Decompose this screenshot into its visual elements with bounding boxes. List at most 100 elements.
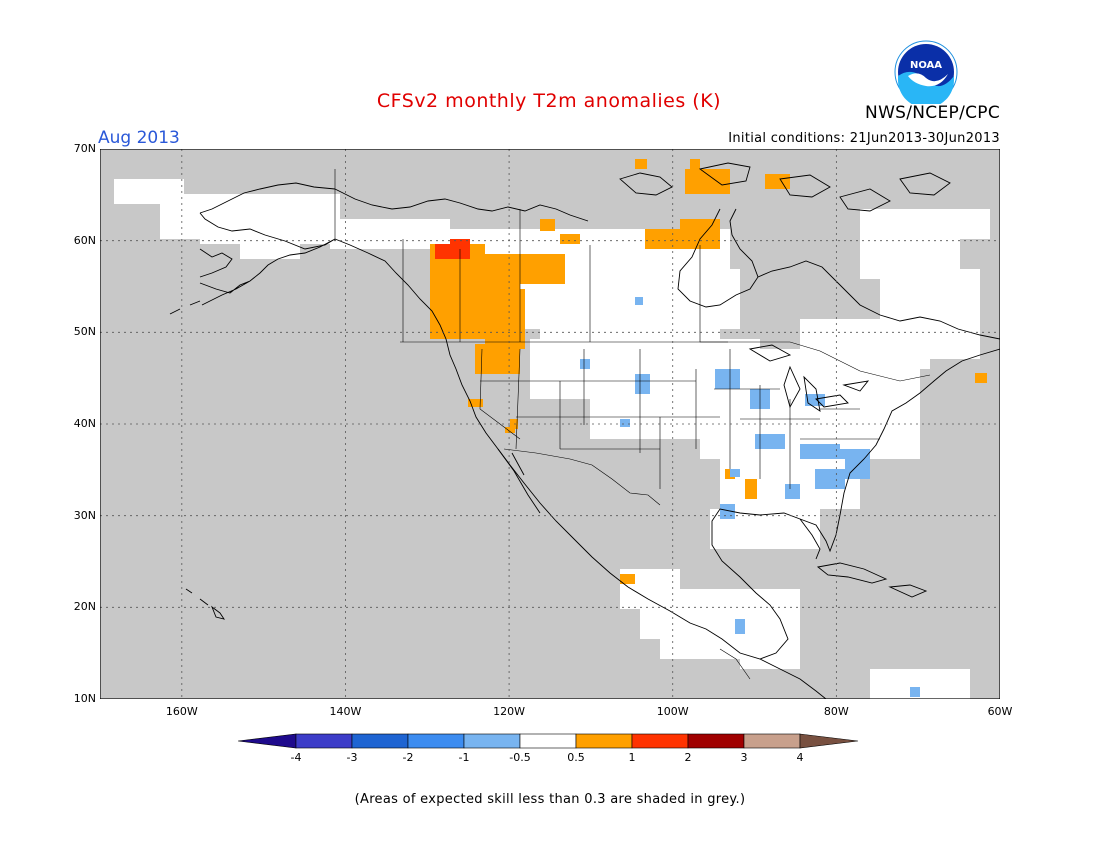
coast-florida [799, 518, 821, 560]
warm-anomaly-area [475, 344, 520, 374]
coast-cuba [816, 562, 888, 584]
latitude-label: 20N [73, 600, 96, 614]
coast-hudson-bay [677, 208, 759, 308]
cool-anomaly-area [730, 469, 740, 477]
colorbar-label: -4 [290, 751, 302, 764]
forecast-month: Aug 2013 [98, 128, 180, 148]
warm-anomaly-area [680, 219, 720, 249]
latitude-label: 60N [73, 233, 96, 247]
colorbar-segment [687, 733, 745, 749]
noaa-logo-icon: NOAA [894, 40, 958, 104]
coast-alaska [199, 212, 336, 306]
coast-labrador [757, 260, 1000, 340]
color-bar [238, 733, 859, 749]
warm-anomaly-area [745, 479, 757, 499]
warm-anomaly-area [560, 234, 580, 244]
cool-anomaly-area [910, 687, 920, 697]
skill-footnote: (Areas of expected skill less than 0.3 a… [354, 792, 746, 807]
warm-anomaly-area [620, 574, 635, 584]
cool-anomaly-area [580, 359, 590, 369]
coast-islands [619, 162, 951, 212]
border-us-mexico [503, 448, 661, 506]
warm-anomaly-area [690, 159, 700, 169]
longitude-label: 140W [329, 705, 362, 718]
colorbar-label: -1 [458, 751, 470, 764]
coast-hispaniola [888, 584, 928, 598]
colorbar-max-arrow [799, 733, 859, 749]
strong-warm-anomaly-area [450, 239, 470, 249]
cool-anomaly-area [815, 469, 845, 489]
initial-conditions: Initial conditions: 21Jun2013-30Jun2013 [728, 131, 1000, 146]
colorbar-segment [407, 733, 465, 749]
chart-title: CFSv2 monthly T2m anomalies (K) [376, 90, 722, 112]
latitude-label: 70N [73, 142, 96, 155]
longitude-label: 160W [165, 705, 198, 718]
border-mexico-central [719, 648, 751, 680]
latitude-label: 10N [73, 692, 96, 705]
longitude-label: 120W [493, 705, 526, 718]
colorbar-segment [743, 733, 801, 749]
cool-anomaly-area [620, 419, 630, 427]
colorbar-label: 3 [740, 751, 748, 764]
warm-anomaly-area [540, 219, 555, 231]
warm-anomaly-area [685, 169, 730, 194]
coast-mexico-gulf [627, 348, 1000, 660]
colorbar-label: 2 [684, 751, 692, 764]
logo-text: NOAA [910, 60, 942, 71]
political-borders [334, 169, 931, 680]
coast-baja [497, 448, 541, 514]
near-normal-area [200, 204, 340, 244]
colorbar-min-arrow [238, 733, 297, 749]
warm-anomaly-area [485, 289, 525, 349]
latitude-label: 50N [73, 325, 96, 339]
colorbar-label: -2 [402, 751, 414, 764]
cool-anomaly-area [635, 374, 650, 394]
border-canada-provinces [402, 209, 728, 343]
colorbar-segment [463, 733, 521, 749]
cool-anomaly-area [720, 504, 735, 519]
cool-anomaly-area [735, 619, 745, 634]
coast-hawaii [185, 588, 226, 620]
warm-anomaly-area [975, 373, 987, 383]
cool-anomaly-area [830, 449, 855, 459]
latitude-label: 30N [73, 508, 96, 522]
warm-anomaly-area [765, 174, 790, 189]
coast-central-america [759, 658, 827, 699]
colorbar-label: 4 [796, 751, 804, 764]
cool-anomaly-area [805, 394, 825, 406]
near-normal-area [240, 239, 300, 259]
agency-label: NWS/NCEP/CPC [865, 103, 1000, 123]
cool-anomaly-area [715, 369, 740, 389]
warm-anomaly-area [505, 427, 515, 433]
warm-anomaly-area [468, 399, 483, 407]
cool-anomaly-area [755, 434, 785, 449]
colorbar-segment [575, 733, 633, 749]
cool-anomaly-area [635, 297, 643, 305]
warm-anomaly-area [635, 159, 647, 169]
colorbar-label: 1 [628, 751, 636, 764]
colorbar-label: 0.5 [567, 751, 585, 764]
colorbar-segment [351, 733, 409, 749]
gridlines [100, 149, 1000, 699]
warm-anomaly-area [505, 254, 565, 284]
coast-west [334, 238, 629, 588]
coast-canada-north [334, 188, 589, 222]
coast-alaska-north [199, 182, 336, 214]
near-normal-area [540, 289, 720, 339]
colorbar-segment [631, 733, 689, 749]
colorbar-segment [519, 733, 577, 749]
longitude-label: 80W [823, 705, 849, 718]
anomaly-map [100, 149, 1000, 699]
near-normal-area [940, 209, 990, 239]
colorbar-segment [295, 733, 353, 749]
cool-anomaly-area [845, 449, 870, 479]
near-normal-area [640, 249, 730, 289]
coastlines [169, 162, 1000, 699]
latitude-label: 40N [73, 417, 96, 430]
colorbar-label: -0.5 [509, 751, 531, 764]
colorbar-label: -3 [346, 751, 358, 764]
coast-aleutians [169, 300, 201, 315]
longitude-label: 60W [987, 705, 1013, 718]
border-us-states [479, 348, 880, 489]
longitude-label: 100W [656, 705, 689, 718]
